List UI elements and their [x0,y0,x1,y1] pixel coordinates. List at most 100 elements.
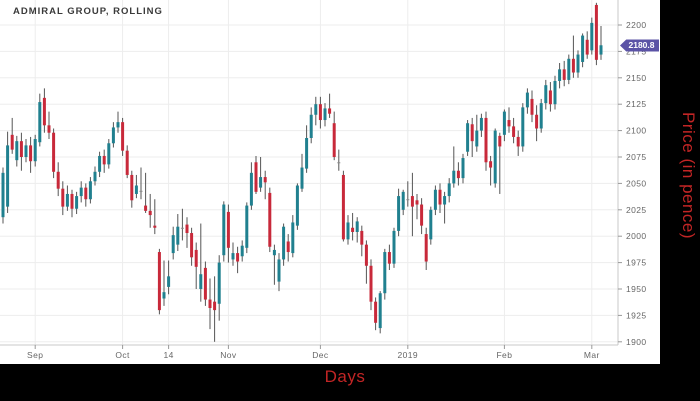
candle-body [47,125,51,133]
candle-body [456,170,460,179]
y-tick-label: 1925 [626,310,647,320]
x-tick-label: Dec [312,350,329,360]
candle-body [291,222,295,254]
candle-body [19,141,23,157]
candle-body [337,162,341,164]
candle-body [282,226,286,260]
candle-body [387,252,391,264]
candle-body [56,171,60,189]
candle-body [383,252,387,294]
candle-body [369,265,373,302]
x-tick-label: Sep [27,350,43,360]
candle-body [374,301,378,323]
candle-body [70,193,74,209]
candle-body [300,167,304,189]
candle-body [6,145,10,207]
candle-body [203,267,207,300]
candle-body [157,252,161,311]
candle-body [38,102,42,143]
y-tick-label: 2125 [626,99,647,109]
candle-body [466,123,470,152]
candle-body [277,259,281,282]
candle-body [222,204,226,256]
candle-body [226,211,230,248]
candle-body [148,210,152,216]
candle-body [461,158,465,179]
candle-body [272,249,276,256]
y-tick-label: 1975 [626,258,647,268]
candle-body [263,177,267,183]
candle-body [314,104,318,115]
candle-body [98,155,102,172]
candle-body [213,301,217,311]
candle-body [33,139,37,162]
candle-body [401,191,405,210]
candle-body [84,187,88,200]
candle-body [102,155,106,165]
candle-body [208,299,212,309]
x-tick-label: Nov [220,350,237,360]
candle-body [286,241,290,253]
candle-body [479,117,483,131]
candle-body [185,224,189,234]
candle-body [493,130,497,184]
candle-body [351,227,355,232]
candle-body [332,123,336,157]
candle-body [1,172,5,218]
candle-body [438,189,442,205]
candle-body [10,134,14,150]
candle-body [125,150,129,175]
candle-body [415,200,419,205]
candle-body [585,39,589,55]
y-tick-label: 2075 [626,152,647,162]
candle-body [470,124,474,142]
candle-body [558,69,562,81]
candle-body [502,111,506,135]
candle-body [305,137,309,169]
candle-body [295,185,299,226]
last-price-badge: 2180.8 [620,39,659,52]
y-tick-label: 2150 [626,73,647,83]
candle-body [144,205,148,211]
candle-body [571,58,575,73]
candle-body [489,161,493,168]
candle-body [231,253,235,260]
y-tick-label: 2000 [626,231,647,241]
candle-body [254,162,258,192]
x-tick-label: Mar [584,350,600,360]
candle-body [452,170,456,184]
candle-body [61,188,65,207]
candle-body [516,136,520,147]
candle-body [93,171,97,182]
candle-body [162,292,166,299]
candle-body [512,126,516,137]
candle-body [194,249,198,267]
candle-body [42,97,46,126]
candle-body [199,274,203,289]
candle-body [346,222,350,240]
candle-body [245,205,249,248]
candle-body [167,276,171,287]
candle-body [548,90,552,105]
x-tick-label: 2019 [398,350,419,360]
candle-body [420,204,424,226]
candle-body [484,117,488,163]
candle-body [65,193,69,207]
y-tick-label: 2100 [626,126,647,136]
candlestick-chart[interactable]: 2200217521502125210020752050202520001975… [0,0,660,364]
candle-body [107,143,111,165]
y-tick-label: 2025 [626,205,647,215]
candle-body [594,4,598,60]
candle-body [328,108,332,114]
candle-body [525,92,529,108]
y-tick-label: 1900 [626,337,647,347]
candle-body [268,192,272,247]
candle-body [447,183,451,197]
candle-body [406,199,410,201]
candle-body [153,225,157,228]
candle-body [475,130,479,147]
candle-body [364,244,368,266]
candle-body [553,80,557,105]
candle-body [236,253,240,262]
candle-body [111,127,115,144]
